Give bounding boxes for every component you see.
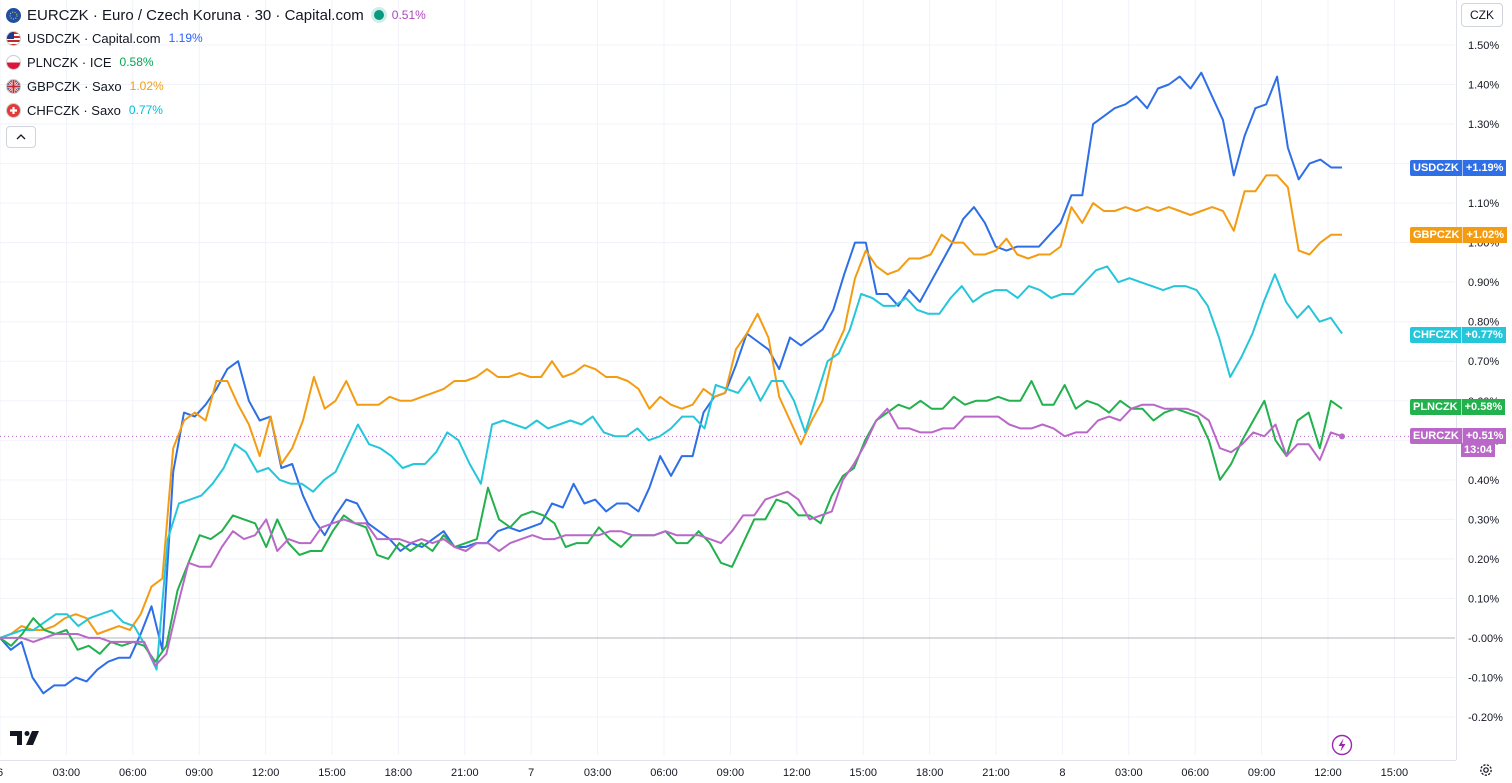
market-open-status-icon [373,10,384,20]
y-tick-label: 0.90% [1468,277,1499,289]
x-tick-label: 09:00 [717,767,745,779]
y-tick-label: 0.30% [1468,514,1499,526]
time-axis[interactable]: 6 03:00 06:00 09:00 12:00 15:00 18:00 21:00 7 03:… [0,760,1456,780]
chart-legend: EURCZK · Euro / Czech Koruna · 30 · Capi… [6,4,426,148]
legend-item-label: GBPCZK · Saxo [27,78,122,94]
y-tick-label: 0.20% [1468,554,1499,566]
legend-item-gbpczk[interactable]: GBPCZK · Saxo 1.02% [6,74,426,98]
x-tick-label: 6 [0,767,3,779]
price-tag-plnczk: PLNCZK +0.58% [1410,399,1506,415]
y-tick-label: 1.50% [1468,40,1499,52]
series-line-plnczk [0,380,1343,663]
y-tick-label: -0.00% [1468,633,1503,645]
price-tag-value: +0.77% [1461,327,1506,343]
legend-item-chfczk[interactable]: CHFCZK · Saxo 0.77% [6,98,426,122]
price-axis[interactable]: 1.50%1.40%1.30%1.20%1.10%1.00%0.90%0.80%… [1456,0,1512,760]
price-tag-symbol: EURCZK [1410,428,1462,444]
legend-item-plnczk[interactable]: PLNCZK · ICE 0.58% [6,50,426,74]
x-tick-label: 03:00 [584,767,612,779]
legend-item-usdczk[interactable]: USDCZK · Capital.com 1.19% [6,26,426,50]
chart-grid [0,0,1455,755]
x-tick-label: 12:00 [1314,767,1342,779]
legend-main-value: 0.51% [391,8,426,22]
x-tick-label: 12:00 [783,767,811,779]
x-tick-label: 09:00 [1248,767,1276,779]
y-tick-label: 1.30% [1468,119,1499,131]
gear-icon[interactable] [1478,762,1494,778]
x-tick-label: 12:00 [252,767,280,779]
y-tick-label: 0.80% [1468,317,1499,329]
last-point-marker [1339,433,1345,440]
x-tick-label: 18:00 [385,767,413,779]
price-tag-symbol: USDCZK [1410,160,1462,176]
x-tick-label: 03:00 [53,767,81,779]
y-tick-label: 1.40% [1468,80,1499,92]
series-line-eurczk [0,403,1343,667]
gb-flag-icon [6,78,21,94]
y-tick-label: 1.10% [1468,198,1499,210]
y-tick-label: 0.10% [1468,593,1499,605]
price-tag-symbol: PLNCZK [1410,399,1461,415]
price-tag-chfczk: CHFCZK +0.77% [1410,327,1506,343]
x-tick-label: 18:00 [916,767,944,779]
legend-item-value: 1.02% [129,79,164,93]
legend-item-label: USDCZK · Capital.com [27,30,161,46]
price-tag-value: +0.58% [1460,399,1506,415]
x-tick-label: 06:00 [119,767,147,779]
legend-item-label: PLNCZK · ICE [27,54,112,70]
chart-plot-area[interactable] [0,0,1455,755]
price-tag-eurczk: EURCZK +0.51% [1410,428,1507,444]
legend-item-value: 1.19% [168,31,203,45]
price-tag-usdczk: USDCZK +1.19% [1410,160,1507,176]
currency-unit-button[interactable]: CZK [1461,3,1503,27]
eu-flag-icon [6,7,21,23]
price-tag-gbpczk: GBPCZK +1.02% [1410,227,1508,243]
price-tag-value: +0.51% [1461,428,1507,444]
chevron-up-icon [16,134,26,140]
x-tick-label: 06:00 [1181,767,1209,779]
chart-series [0,71,1345,695]
x-tick-label: 21:00 [451,767,479,779]
legend-main-label: EURCZK · Euro / Czech Koruna · 30 · Capi… [27,6,364,24]
price-tag-value: +1.19% [1461,160,1507,176]
legend-item-value: 0.58% [119,55,154,69]
bar-countdown-timer: 13:04 [1461,443,1496,457]
x-tick-label: 21:00 [982,767,1010,779]
y-tick-label: -0.20% [1468,712,1503,724]
pl-flag-icon [6,54,21,70]
x-tick-label: 06:00 [650,767,678,779]
x-tick-label: 15:00 [318,767,346,779]
legend-main-symbol[interactable]: EURCZK · Euro / Czech Koruna · 30 · Capi… [6,4,426,26]
x-tick-label: 15:00 [849,767,877,779]
x-tick-label: 15:00 [1381,767,1409,779]
price-tag-symbol: CHFCZK [1410,327,1462,343]
x-tick-label: 03:00 [1115,767,1143,779]
y-tick-label: -0.10% [1468,672,1503,684]
legend-item-value: 0.77% [128,103,163,117]
us-flag-icon [6,30,21,46]
tradingview-logo-icon[interactable] [10,729,42,750]
x-tick-label: 8 [1059,767,1065,779]
y-tick-label: 0.70% [1468,356,1499,368]
lightning-icon[interactable] [1331,734,1353,756]
x-tick-label: 09:00 [185,767,213,779]
y-tick-label: 0.40% [1468,475,1499,487]
x-tick-label: 7 [528,767,534,779]
price-tag-value: +1.02% [1462,227,1508,243]
ch-flag-icon [6,102,21,118]
legend-collapse-button[interactable] [6,126,36,148]
legend-item-label: CHFCZK · Saxo [27,102,121,118]
series-line-gbpczk [0,174,1342,639]
series-line-chfczk [0,265,1343,671]
series-line-usdczk [0,71,1342,695]
price-tag-symbol: GBPCZK [1410,227,1463,243]
